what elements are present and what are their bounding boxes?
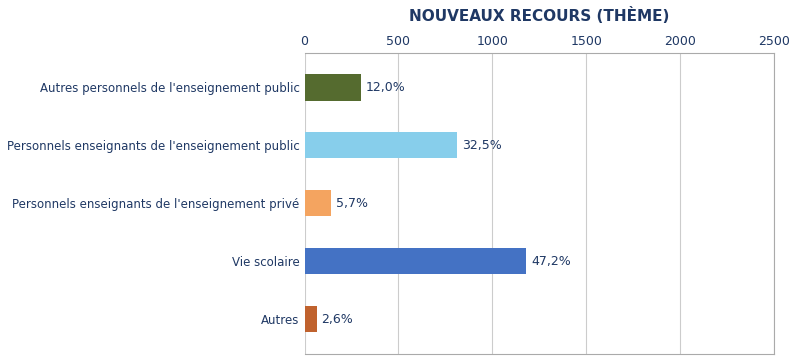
- Text: 5,7%: 5,7%: [336, 197, 368, 210]
- Bar: [304, 190, 332, 216]
- Text: 32,5%: 32,5%: [461, 139, 501, 152]
- Text: 47,2%: 47,2%: [531, 255, 571, 268]
- Bar: [304, 306, 316, 332]
- Bar: [304, 74, 361, 100]
- Text: 12,0%: 12,0%: [366, 81, 406, 94]
- Text: 2,6%: 2,6%: [321, 313, 353, 326]
- Bar: [304, 248, 526, 274]
- Bar: [304, 132, 457, 158]
- Title: NOUVEAUX RECOURS (THÈME): NOUVEAUX RECOURS (THÈME): [409, 7, 669, 24]
